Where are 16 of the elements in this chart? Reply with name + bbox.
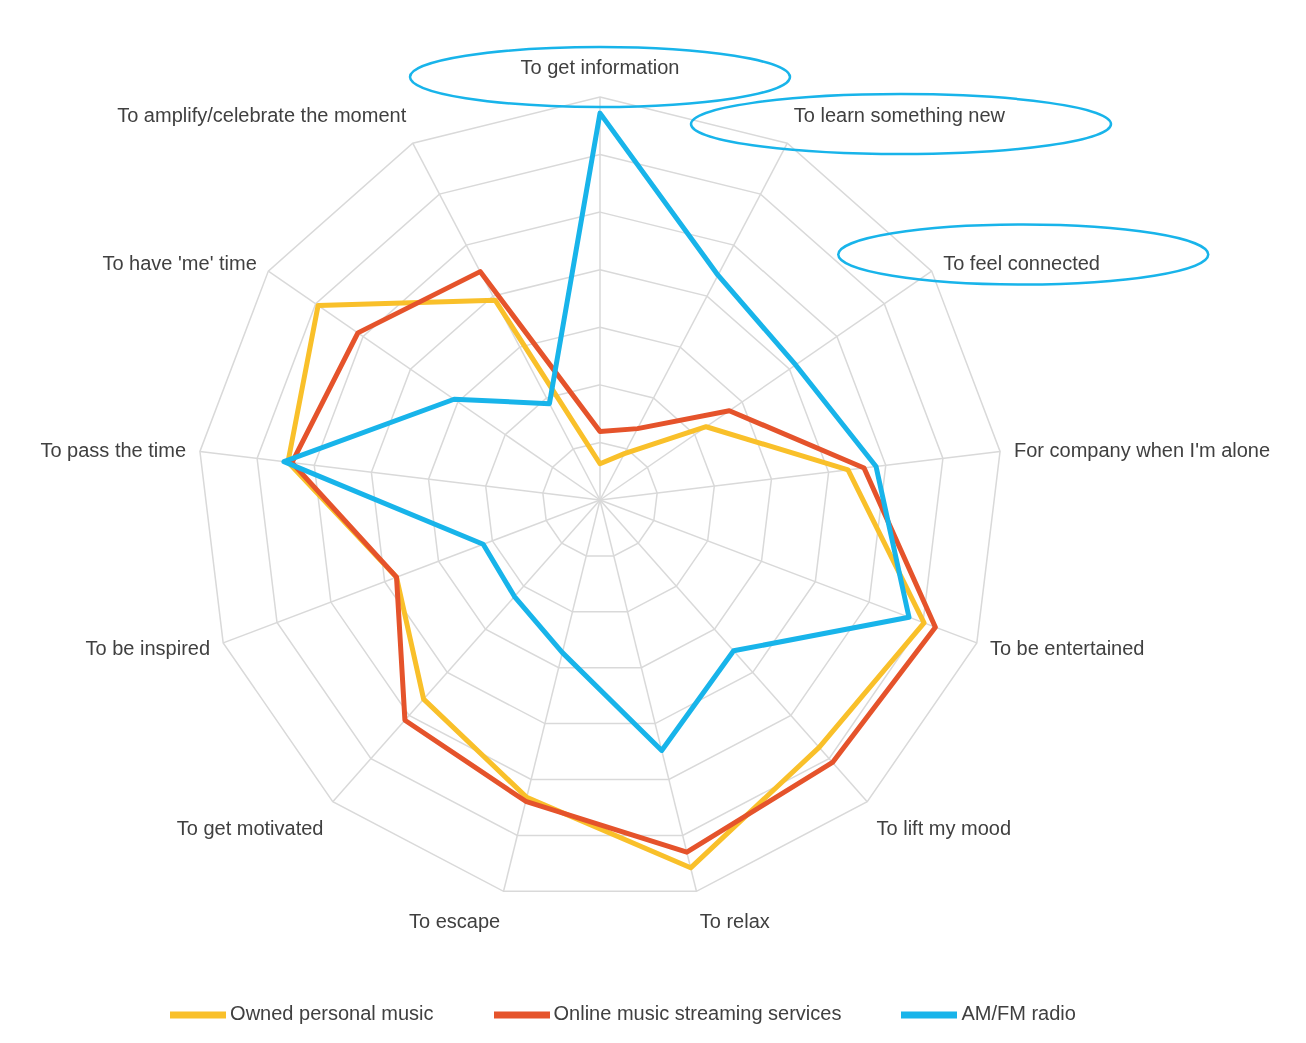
spoke-label: To pass the time [40,438,187,461]
spoke-label: To have 'me' time [102,252,257,275]
spoke-label: For company when I'm alone [1013,438,1271,461]
spoke-label: To amplify/celebrate the moment [117,103,407,126]
legend-label: Online music streaming services [553,1002,842,1025]
spoke-label: To feel connected [943,252,1100,275]
spoke-label: To be inspired [85,636,211,659]
spoke-label: To be entertained [989,636,1145,659]
spoke-label: To relax [699,909,770,932]
legend-label: AM/FM radio [961,1002,1076,1025]
spoke-label: To get motivated [176,817,324,840]
legend-label: Owned personal music [230,1002,434,1025]
spoke-label: To get information [520,56,680,78]
spoke-label: To learn something new [793,103,1006,126]
spoke-label: To lift my mood [876,817,1012,840]
spoke-label: To escape [409,909,501,932]
